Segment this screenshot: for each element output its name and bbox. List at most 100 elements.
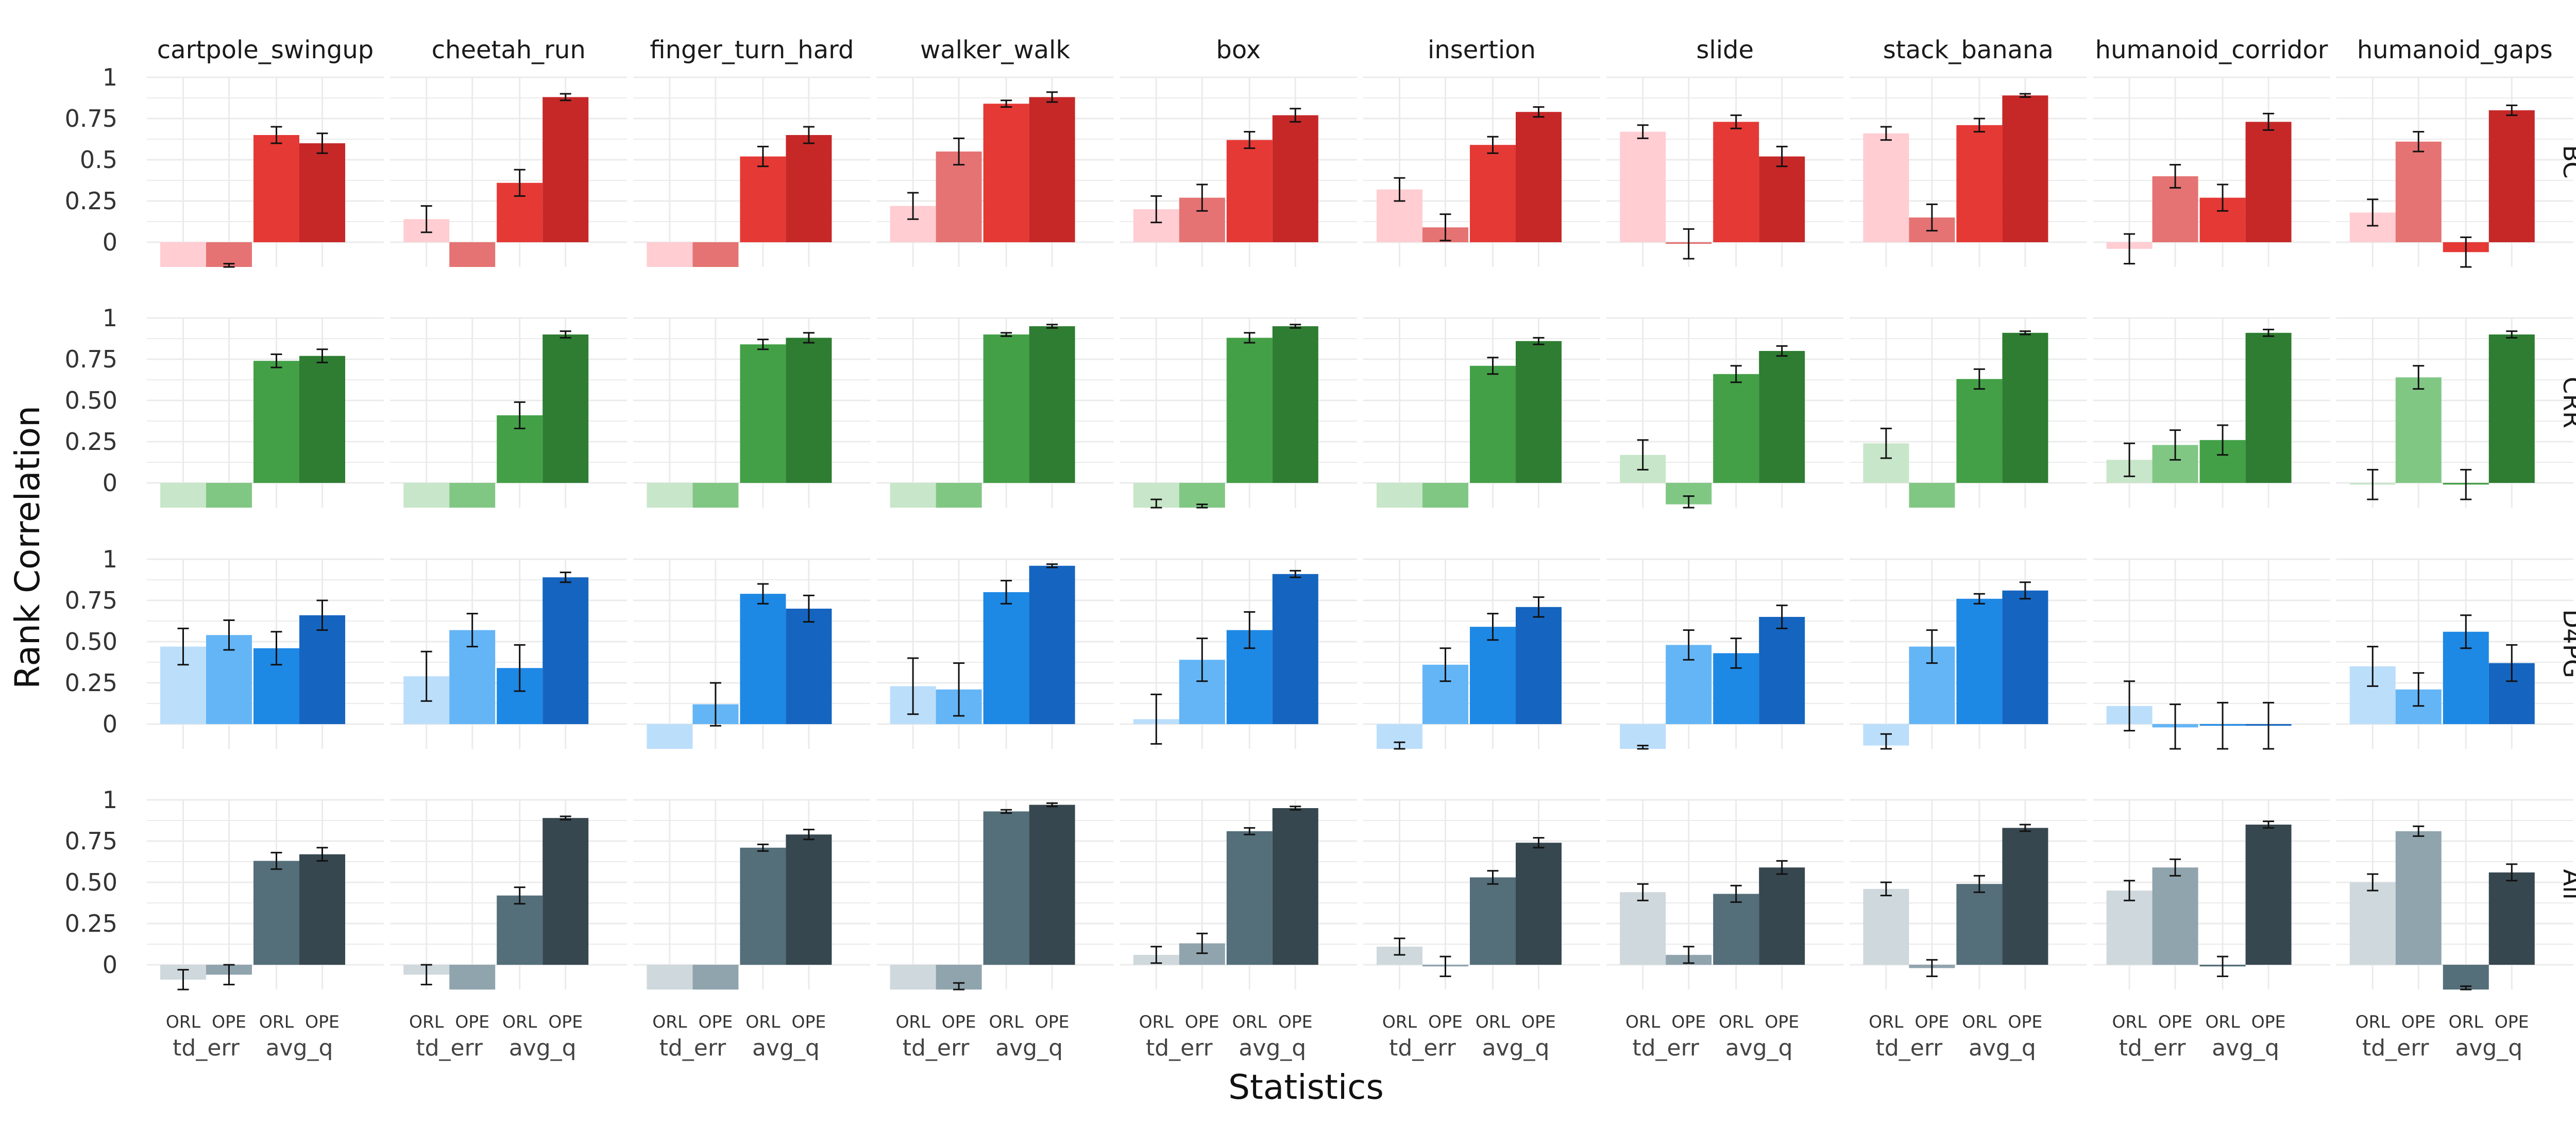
bar-bc-stack-banana-avg_q-orl	[1956, 125, 2003, 242]
y-tick-label: 0.75	[65, 105, 117, 132]
y-tick-label: 0.75	[65, 345, 117, 373]
x-sub-tick-label: OPE	[1428, 1012, 1463, 1032]
y-tick-label: 0.25	[65, 669, 117, 697]
bar-bc-cheetah-run-td_err-ope	[449, 242, 496, 267]
bar-bc-finger-turn-hard-avg_q-orl	[740, 156, 786, 242]
facet-title-box: box	[1216, 36, 1261, 64]
bar-bc-cartpole-swingup-avg_q-ope	[299, 143, 345, 242]
y-tick-label: 1	[103, 545, 117, 573]
y-tick-label: 1	[103, 304, 117, 332]
bar-bc-finger-turn-hard-td_err-ope	[692, 242, 739, 267]
bar-d4pg-walker-walk-avg_q-ope	[1029, 565, 1075, 724]
x-sub-tick-label: OPE	[2158, 1012, 2193, 1032]
bar-crr-cheetah-run-td_err-ope	[449, 483, 496, 508]
x-group-label: td_err	[173, 1035, 240, 1061]
x-sub-tick-label: OPE	[1035, 1012, 1070, 1032]
bar-crr-slide-avg_q-ope	[1759, 351, 1805, 483]
bar-bc-walker-walk-avg_q-ope	[1029, 97, 1075, 242]
x-sub-tick-label: OPE	[455, 1012, 489, 1032]
x-sub-tick-label: ORL	[1625, 1012, 1660, 1032]
x-group-label: avg_q	[509, 1035, 577, 1061]
bar-bc-box-avg_q-ope	[1272, 115, 1318, 242]
x-sub-tick-label: ORL	[1869, 1012, 1904, 1032]
y-tick-label: 0.25	[65, 428, 117, 456]
bar-bc-humanoid-corridor-avg_q-ope	[2245, 122, 2292, 242]
bar-all-slide-avg_q-ope	[1759, 867, 1805, 965]
bar-bc-finger-turn-hard-avg_q-ope	[786, 135, 832, 242]
x-sub-tick-label: ORL	[502, 1012, 537, 1032]
x-sub-tick-label: ORL	[895, 1012, 930, 1032]
bar-all-humanoid-gaps-td_err-ope	[2395, 831, 2442, 965]
bar-crr-box-avg_q-orl	[1226, 338, 1273, 483]
x-sub-tick-label: OPE	[1765, 1012, 1799, 1032]
bar-bc-walker-walk-avg_q-orl	[983, 104, 1029, 242]
y-tick-label: 1	[103, 63, 117, 91]
bar-crr-humanoid-gaps-td_err-ope	[2395, 377, 2442, 483]
bar-d4pg-walker-walk-avg_q-orl	[983, 592, 1029, 724]
row-strip-crr: CRR	[2557, 377, 2576, 428]
x-group-label: td_err	[2362, 1035, 2430, 1061]
bar-crr-box-avg_q-ope	[1272, 326, 1318, 483]
bar-d4pg-stack-banana-avg_q-ope	[2002, 590, 2048, 724]
bar-crr-walker-walk-td_err-ope	[936, 483, 982, 508]
bar-bc-insertion-avg_q-orl	[1470, 145, 1516, 242]
bar-bc-cheetah-run-avg_q-ope	[543, 97, 589, 242]
x-sub-tick-label: OPE	[942, 1012, 976, 1032]
x-sub-tick-label: OPE	[212, 1012, 246, 1032]
y-tick-label: 0.50	[65, 387, 117, 414]
x-group-label: td_err	[1632, 1035, 1700, 1061]
bar-all-box-avg_q-ope	[1272, 808, 1318, 965]
x-sub-tick-label: ORL	[2355, 1012, 2391, 1032]
bar-all-finger-turn-hard-td_err-orl	[647, 965, 693, 990]
bar-crr-walker-walk-avg_q-ope	[1029, 326, 1075, 483]
x-sub-tick-label: ORL	[1232, 1012, 1267, 1032]
x-sub-tick-label: ORL	[2449, 1012, 2484, 1032]
x-sub-tick-label: ORL	[1476, 1012, 1511, 1032]
bar-crr-box-td_err-ope	[1179, 483, 1225, 508]
bar-d4pg-cartpole-swingup-avg_q-ope	[299, 615, 345, 724]
x-group-label: td_err	[1146, 1035, 1213, 1061]
bar-bc-humanoid-gaps-avg_q-ope	[2488, 110, 2535, 242]
bar-all-slide-td_err-orl	[1620, 892, 1666, 965]
y-tick-label: 0	[103, 951, 117, 979]
bar-crr-cartpole-swingup-td_err-ope	[206, 483, 252, 508]
bar-crr-insertion-td_err-orl	[1377, 483, 1422, 508]
bar-d4pg-insertion-avg_q-ope	[1516, 607, 1562, 724]
bar-bc-cartpole-swingup-avg_q-orl	[253, 135, 299, 242]
bar-crr-stack-banana-avg_q-ope	[2002, 332, 2048, 483]
x-group-label: td_err	[416, 1035, 483, 1061]
row-strip-all: All	[2557, 869, 2576, 900]
bar-all-humanoid-corridor-td_err-ope	[2152, 867, 2198, 965]
y-tick-label: 1	[103, 786, 117, 814]
x-group-label: td_err	[1389, 1035, 1456, 1061]
x-sub-tick-label: OPE	[1915, 1012, 1950, 1032]
x-sub-tick-label: OPE	[305, 1012, 340, 1032]
y-tick-label: 0	[103, 469, 117, 497]
x-sub-tick-label: OPE	[2401, 1012, 2436, 1032]
bar-all-insertion-avg_q-ope	[1516, 843, 1562, 965]
bar-crr-cheetah-run-avg_q-ope	[543, 334, 589, 483]
bar-all-humanoid-corridor-avg_q-ope	[2245, 825, 2292, 965]
facet-title-cartpole-swingup: cartpole_swingup	[157, 36, 374, 64]
bar-crr-stack-banana-avg_q-orl	[1956, 379, 2003, 483]
row-strip-d4pg: D4PG	[2557, 609, 2576, 678]
x-sub-tick-label: ORL	[1719, 1012, 1754, 1032]
y-tick-label: 0.75	[65, 586, 117, 614]
bar-all-finger-turn-hard-avg_q-orl	[740, 847, 786, 965]
bar-crr-finger-turn-hard-avg_q-ope	[786, 338, 832, 483]
bar-crr-walker-walk-td_err-orl	[890, 483, 936, 508]
x-group-label: td_err	[2119, 1035, 2187, 1061]
y-tick-label: 0.50	[65, 868, 117, 896]
bar-crr-cartpole-swingup-td_err-orl	[160, 483, 206, 508]
facet-title-slide: slide	[1696, 36, 1754, 64]
x-sub-tick-label: ORL	[1139, 1012, 1174, 1032]
bar-all-humanoid-gaps-avg_q-orl	[2443, 965, 2489, 990]
bar-crr-walker-walk-avg_q-orl	[983, 334, 1029, 483]
bar-d4pg-slide-avg_q-ope	[1759, 617, 1805, 724]
x-sub-tick-label: ORL	[652, 1012, 687, 1032]
x-group-label: avg_q	[2455, 1035, 2522, 1061]
bar-crr-insertion-td_err-ope	[1422, 483, 1468, 508]
bar-d4pg-stack-banana-avg_q-orl	[1956, 598, 2003, 724]
bar-all-box-avg_q-orl	[1226, 831, 1273, 965]
